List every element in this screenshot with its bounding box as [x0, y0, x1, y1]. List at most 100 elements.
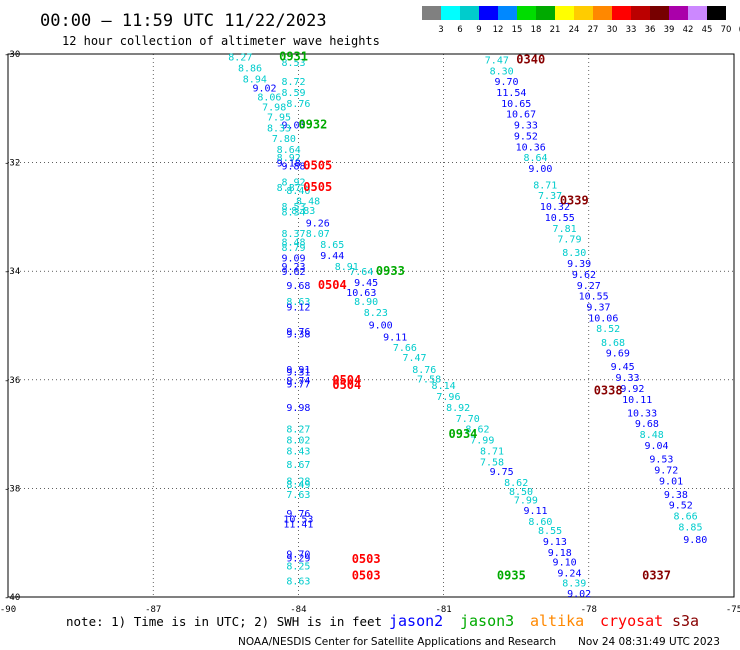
wave-height-label: 8.67: [286, 460, 310, 471]
wave-height-label: 8.92: [277, 153, 301, 164]
legend-altika: altika: [530, 612, 584, 630]
wave-height-label: 8.02: [286, 436, 310, 447]
wave-height-label: 9.70: [494, 77, 518, 88]
wave-height-label: 9.04: [645, 441, 669, 452]
wave-height-label: 8.87: [277, 183, 301, 194]
wave-height-label: 7.99: [514, 495, 538, 506]
wave-height-label: 8.63: [286, 297, 310, 308]
wave-height-label: 9.23: [282, 262, 306, 273]
legend-jason3: jason3: [460, 612, 514, 630]
pass-time-label: 0339: [560, 194, 589, 208]
wave-height-label: 9.52: [514, 131, 538, 142]
pass-time-labels: 0931093205050505093305040504050409340503…: [279, 50, 671, 583]
colorbar-swatch: [422, 6, 441, 20]
colorbar-label: 21: [550, 25, 561, 35]
wave-height-label: 8.30: [490, 66, 514, 77]
wave-height-label: 9.68: [286, 281, 310, 292]
colorbar-label: 6: [457, 25, 462, 35]
wave-height-label: 10.55: [545, 213, 575, 224]
wave-height-label: 9.70: [286, 550, 310, 561]
wave-height-label: 9.44: [320, 251, 344, 262]
colorbar-label: 3: [438, 25, 443, 35]
legend-s3a: s3a: [672, 612, 699, 630]
wave-height-label: 7.80: [272, 134, 296, 145]
wave-height-label: 7.63: [286, 490, 310, 501]
colorbar-label: 24: [569, 25, 580, 35]
wave-height-label: 7.98: [262, 103, 286, 114]
wave-height-label: 10.06: [588, 313, 618, 324]
wave-height-label: 9.75: [490, 467, 514, 478]
wave-height-label: 7.47: [485, 55, 509, 66]
wave-height-label: 9.77: [286, 380, 310, 391]
y-tick-labels: -30 -32 -34 -36 -38 -40: [4, 50, 20, 603]
wave-height-label: 9.24: [557, 569, 581, 580]
colorbar-label: 18: [531, 25, 542, 35]
wave-height-label: 9.76: [286, 509, 310, 520]
wave-height-label: 8.60: [528, 517, 552, 528]
colorbar-label: 30: [607, 25, 618, 35]
wave-height-label: 9.10: [553, 558, 577, 569]
wave-height-label: 8.50: [509, 487, 533, 498]
wave-height-label: 9.38: [286, 330, 310, 341]
colorbar-label: 36: [645, 25, 656, 35]
colorbar-swatch: [460, 6, 479, 20]
wave-height-label: 9.38: [664, 490, 688, 501]
colorbar-label: 42: [683, 25, 694, 35]
pass-time-label: 0340: [516, 52, 545, 66]
x-tick-labels: -90 -87 -84 -81 -78 -75: [0, 605, 740, 615]
wave-height-label: 9.92: [620, 384, 644, 395]
wave-height-label: 10.63: [346, 288, 376, 299]
wave-height-label: 10.67: [506, 110, 536, 121]
colorbar-swatch: [593, 6, 612, 20]
wave-height-label: 8.06: [257, 92, 281, 103]
wave-height-label: 9.53: [649, 455, 673, 466]
wave-height-label: 8.71: [533, 180, 557, 191]
wave-height-label: 10.11: [622, 395, 652, 406]
wave-height-label: 9.33: [615, 373, 639, 384]
y-tick-label: -36: [4, 376, 20, 386]
wave-height-label: 7.95: [267, 112, 291, 123]
satellite-legend: jason2 jason3 altika cryosat s3a: [389, 612, 699, 630]
wave-height-label: 8.53: [282, 202, 306, 213]
colorbar-swatch: [688, 6, 707, 20]
colorbar-swatch: [612, 6, 631, 20]
wave-height-label: 10.53: [283, 514, 313, 525]
colorbar-label: 9: [476, 25, 481, 35]
wave-height-label: 8.43: [286, 446, 310, 457]
wave-height-label: 7.37: [538, 191, 562, 202]
colorbar-label: 39: [664, 25, 675, 35]
wave-height-label: 9.26: [306, 218, 330, 229]
wave-height-label: 8.23: [364, 308, 388, 319]
wave-height-label: 8.65: [320, 240, 344, 251]
pass-time-label: 0337: [642, 568, 671, 582]
plot-frame: [7, 53, 735, 598]
wave-height-label: 9.33: [514, 121, 538, 132]
colorbar-label: 27: [588, 25, 599, 35]
wave-height-label: 8.59: [282, 88, 306, 99]
wave-height-label: 9.29: [286, 553, 310, 564]
wave-height-label: 9.37: [586, 302, 610, 313]
legend-cryosat: cryosat: [600, 612, 663, 630]
wave-height-label: 9.03: [282, 121, 306, 132]
colorbar-swatch: [441, 6, 460, 20]
wave-height-label: 8.83: [291, 206, 315, 217]
wave-height-label: 8.63: [286, 577, 310, 588]
colorbar-label: 15: [512, 25, 523, 35]
y-tick-label: -32: [4, 159, 20, 169]
wave-height-label: 9.11: [524, 506, 548, 517]
colorbar-swatch: [631, 6, 650, 20]
colorbar-label: 12: [493, 25, 504, 35]
x-tick-label: -75: [726, 605, 740, 615]
colorbar-swatch: [517, 6, 536, 20]
wave-height-label: 7.99: [470, 436, 494, 447]
wave-height-label: 10.65: [501, 99, 531, 110]
wave-height-label: 9.76: [286, 327, 310, 338]
wave-height-label: 8.92: [446, 403, 470, 414]
wave-height-label: 9.27: [577, 281, 601, 292]
y-tick-label: -34: [4, 267, 20, 277]
wave-height-label: 8.76: [412, 365, 436, 376]
wave-height-label: 8.48: [640, 430, 664, 441]
pass-time-label: 0504: [332, 378, 361, 392]
wave-height-label: 11.54: [496, 88, 526, 99]
